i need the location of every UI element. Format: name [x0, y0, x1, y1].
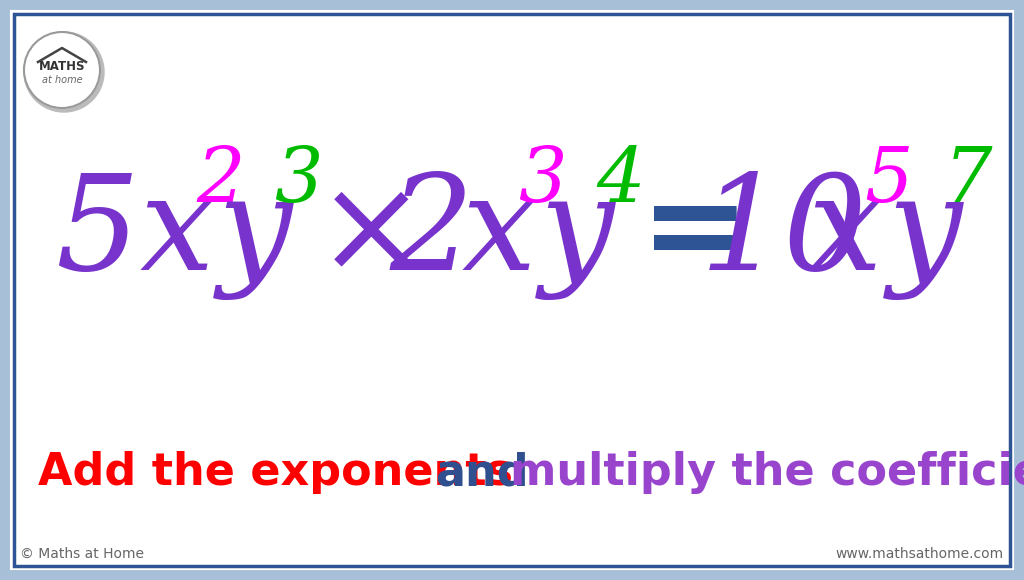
Text: 5: 5 — [55, 169, 139, 298]
Text: MATHS: MATHS — [39, 60, 85, 72]
Circle shape — [24, 32, 100, 108]
Text: x: x — [808, 169, 883, 298]
Text: ×: × — [316, 169, 427, 298]
Text: y: y — [218, 171, 293, 300]
Text: www.mathsathome.com: www.mathsathome.com — [836, 547, 1004, 561]
Text: y: y — [540, 171, 614, 300]
Text: 10: 10 — [700, 169, 868, 298]
Text: 4: 4 — [596, 144, 645, 218]
Text: 3: 3 — [274, 144, 323, 218]
Text: 7: 7 — [944, 144, 992, 218]
FancyBboxPatch shape — [3, 3, 1021, 577]
Text: at home: at home — [42, 75, 82, 85]
Text: 3: 3 — [518, 144, 566, 218]
Text: Add the exponents: Add the exponents — [38, 451, 513, 494]
Circle shape — [24, 32, 104, 112]
Text: multiply the coefficients: multiply the coefficients — [510, 451, 1024, 494]
Text: 5: 5 — [864, 144, 912, 218]
Text: x: x — [140, 169, 214, 298]
Text: 2: 2 — [390, 169, 474, 298]
Text: x: x — [462, 169, 537, 298]
Text: =: = — [640, 169, 751, 298]
Text: © Maths at Home: © Maths at Home — [20, 547, 144, 561]
Text: and: and — [435, 451, 528, 494]
Text: 2: 2 — [196, 144, 245, 218]
Text: y: y — [888, 171, 963, 300]
